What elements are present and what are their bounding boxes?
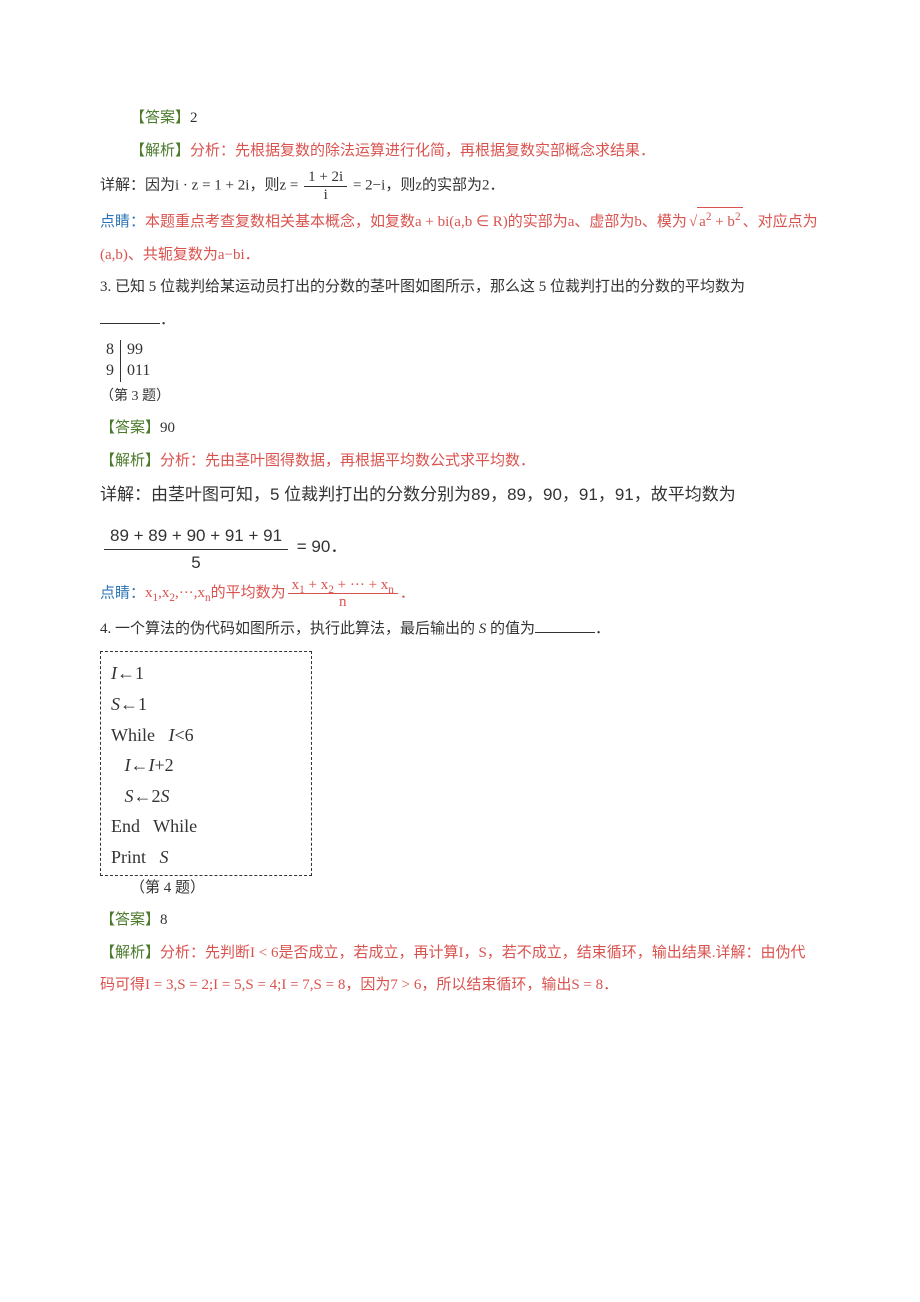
code-line: While I<6 <box>111 720 301 751</box>
eq-tail: ，则z的实部为2． <box>385 177 504 193</box>
q2-note-line1: 点睛：本题重点考查复数相关基本概念，如复数a + bi(a,b ∈ R)的实部为… <box>100 207 830 237</box>
frac-den: i <box>304 186 347 204</box>
blank-suffix: ． <box>160 312 175 328</box>
calc-result: = 90． <box>292 538 347 557</box>
q3-stem-line2: ． <box>100 306 830 335</box>
stem-leaf-plot: 8 99 9 011 <box>100 340 830 382</box>
sqrt: a2 + b2 <box>687 207 743 237</box>
answer-label: 【答案】 <box>100 420 160 436</box>
note-period: ． <box>400 585 415 601</box>
frac: 1 + 2i i <box>304 169 347 203</box>
calc-num: 89 + 89 + 90 + 91 + 91 <box>104 525 288 548</box>
blank-suffix: ． <box>595 621 610 637</box>
q4-answer: 【答案】8 <box>100 906 830 935</box>
analysis-text: 分析：先根据复数的除法运算进行化简，再根据复数实部概念求结果． <box>190 143 655 159</box>
q2-answer: 【答案】2 <box>100 104 830 133</box>
q4-analysis-line1: 【解析】分析：先判断I < 6是否成立，若成立，再计算I，S，若不成立，结束循环… <box>100 939 830 968</box>
q3-calc: 89 + 89 + 90 + 91 + 91 5 = 90． <box>100 525 830 573</box>
q3-analysis: 【解析】分析：先由茎叶图得数据，再根据平均数公式求平均数． <box>100 447 830 476</box>
note-frac-den: n <box>288 593 398 611</box>
stemleaf-row: 9 011 <box>100 361 156 382</box>
code-line: End While <box>111 811 301 842</box>
answer-value: 8 <box>160 912 168 928</box>
calc-frac: 89 + 89 + 90 + 91 + 91 5 <box>104 525 288 573</box>
analysis-text: 分析：先判断I < 6是否成立，若成立，再计算I，S，若不成立，结束循环，输出结… <box>160 945 806 961</box>
q4-analysis-line2: 码可得I = 3,S = 2;I = 5,S = 4;I = 7,S = 8，因… <box>100 971 830 1000</box>
frac-num: 1 + 2i <box>304 169 347 186</box>
stem-cell: 9 <box>100 361 121 382</box>
q3-note: 点睛：x1,x2,···,xn的平均数为 x1 + x2 + ··· + xn … <box>100 577 830 611</box>
eq-rhs: = 2−i <box>349 177 385 193</box>
q2-note-line2: (a,b)、共轭复数为a−bi． <box>100 241 830 270</box>
analysis-text: 分析：先由茎叶图得数据，再根据平均数公式求平均数． <box>160 453 535 469</box>
note-suffix: 、对应点为 <box>743 214 818 230</box>
blank <box>535 617 595 633</box>
stem-a: 4. 一个算法的伪代码如图所示，执行此算法，最后输出的 <box>100 621 479 637</box>
leaf-cell: 011 <box>121 361 157 382</box>
blank <box>100 308 160 324</box>
note-frac: x1 + x2 + ··· + xn n <box>288 577 398 611</box>
q4-stem: 4. 一个算法的伪代码如图所示，执行此算法，最后输出的 S 的值为． <box>100 615 830 644</box>
stem-cell: 8 <box>100 340 121 361</box>
eq-mid: ，则 <box>249 177 279 193</box>
pseudocode-caption: （第 4 题） <box>130 874 830 903</box>
code-line: I←I+2 <box>111 750 301 781</box>
analysis-label: 【解析】 <box>130 143 190 159</box>
note-seq: x1,x2,···,xn的平均数为 <box>145 585 286 601</box>
note-prefix: 点睛： <box>100 585 145 601</box>
stem-b: 的值为 <box>486 621 535 637</box>
sqrt-inner: a2 + b2 <box>697 207 742 237</box>
code-line: I←1 <box>111 658 301 689</box>
note-prefix: 点睛： <box>100 214 145 230</box>
q3-answer: 【答案】90 <box>100 414 830 443</box>
q3-stem-line1: 3. 已知 5 位裁判给某运动员打出的分数的茎叶图如图所示，那么这 5 位裁判打… <box>100 273 830 302</box>
analysis-label: 【解析】 <box>100 453 160 469</box>
note-frac-num: x1 + x2 + ··· + xn <box>288 577 398 594</box>
code-line: S←2S <box>111 781 301 812</box>
q2-detail: 详解：因为i · z = 1 + 2i，则z = 1 + 2i i = 2−i，… <box>100 169 830 203</box>
eq-lhs: i · z = 1 + 2i <box>175 177 249 193</box>
answer-label: 【答案】 <box>100 912 160 928</box>
q3-detail: 详解：由茎叶图可知，5 位裁判打出的分数分别为89，89，90，91，91，故平… <box>100 479 830 511</box>
detail-prefix: 详解：因为 <box>100 177 175 193</box>
analysis-label: 【解析】 <box>100 945 160 961</box>
note-body: 本题重点考查复数相关基本概念，如复数a + bi(a,b ∈ R)的实部为a、虚… <box>145 214 687 230</box>
answer-value: 2 <box>190 110 198 126</box>
calc-den: 5 <box>104 549 288 573</box>
stemleaf-caption: （第 3 题） <box>100 384 830 411</box>
answer-value: 90 <box>160 420 175 436</box>
code-line: Print S <box>111 842 301 873</box>
answer-label: 【答案】 <box>130 110 190 126</box>
leaf-cell: 99 <box>121 340 157 361</box>
pseudocode-box: I←1 S←1 While I<6 I←I+2 S←2S End While P… <box>100 651 312 875</box>
code-line: S←1 <box>111 689 301 720</box>
stemleaf-row: 8 99 <box>100 340 156 361</box>
q2-analysis: 【解析】分析：先根据复数的除法运算进行化简，再根据复数实部概念求结果． <box>100 137 830 166</box>
